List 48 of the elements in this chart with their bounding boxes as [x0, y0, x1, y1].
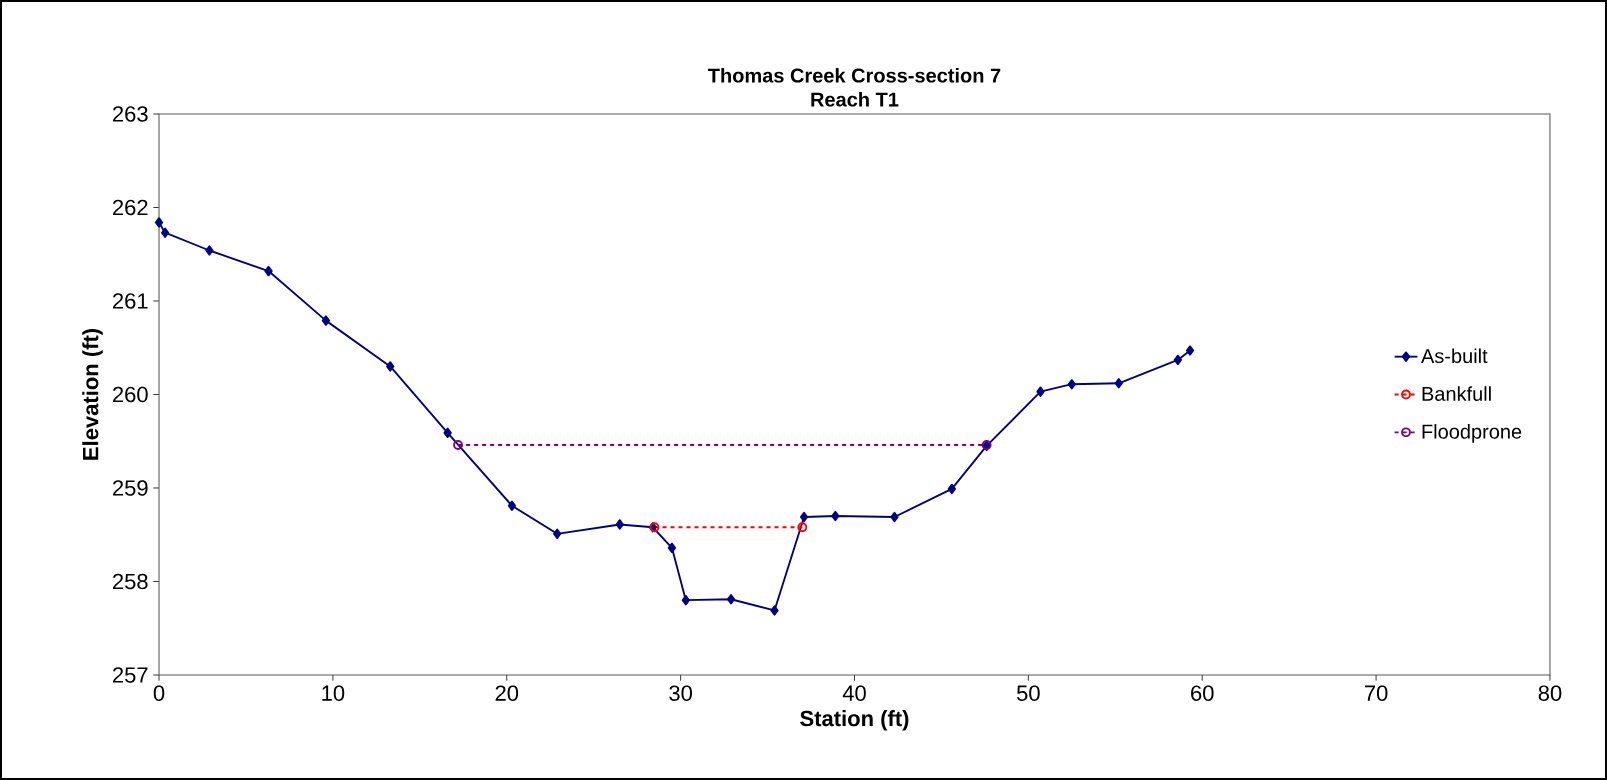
x-tick-label: 50	[1016, 685, 1040, 701]
point	[770, 605, 779, 616]
point	[799, 511, 809, 523]
point	[726, 594, 736, 605]
point	[1173, 354, 1183, 366]
point	[507, 500, 517, 511]
y-tick-label: 262	[113, 199, 148, 216]
point	[831, 510, 840, 522]
point	[443, 427, 452, 439]
y-tick-label: 261	[113, 293, 148, 309]
point	[453, 440, 463, 450]
point	[205, 245, 214, 256]
x-tick-label: 10	[322, 685, 345, 701]
point	[681, 594, 690, 606]
point	[947, 483, 956, 495]
point	[553, 528, 562, 540]
point	[321, 315, 331, 326]
y-tick-label: 259	[113, 480, 148, 496]
point	[1114, 378, 1123, 389]
point	[386, 361, 395, 372]
x-tick-label: 30	[669, 685, 692, 701]
chart-subtitle: Reach T1	[811, 91, 899, 107]
point	[160, 227, 170, 238]
point	[264, 265, 273, 277]
y-tick-label: 257	[113, 667, 148, 683]
point	[1067, 379, 1076, 390]
point	[615, 519, 624, 530]
x-tick-label: 70	[1364, 685, 1388, 701]
legend-label: As-built	[1421, 348, 1488, 364]
legend-label: Floodprone	[1422, 424, 1522, 443]
y-tick-label: 263	[113, 106, 148, 122]
x-tick-label: 80	[1538, 685, 1562, 701]
legend-label: Bankfull	[1422, 386, 1491, 401]
y-tick-label: 260	[113, 386, 148, 403]
point	[797, 522, 808, 533]
x-tick-label: 0	[153, 685, 165, 701]
point	[154, 217, 164, 228]
x-tick-label: 60	[1191, 685, 1214, 701]
x-tick-label: 40	[842, 685, 866, 701]
x-tick-label: 20	[495, 685, 519, 701]
y-axis-title: Elevation (ft)	[82, 328, 103, 460]
point	[1036, 386, 1045, 397]
chart-title: Thomas Creek Cross-section 7	[707, 67, 1001, 83]
point	[1185, 345, 1195, 356]
point	[890, 511, 899, 523]
point	[667, 542, 677, 554]
y-tick-label: 258	[113, 573, 148, 590]
x-axis-title: Station (ft)	[800, 710, 909, 731]
